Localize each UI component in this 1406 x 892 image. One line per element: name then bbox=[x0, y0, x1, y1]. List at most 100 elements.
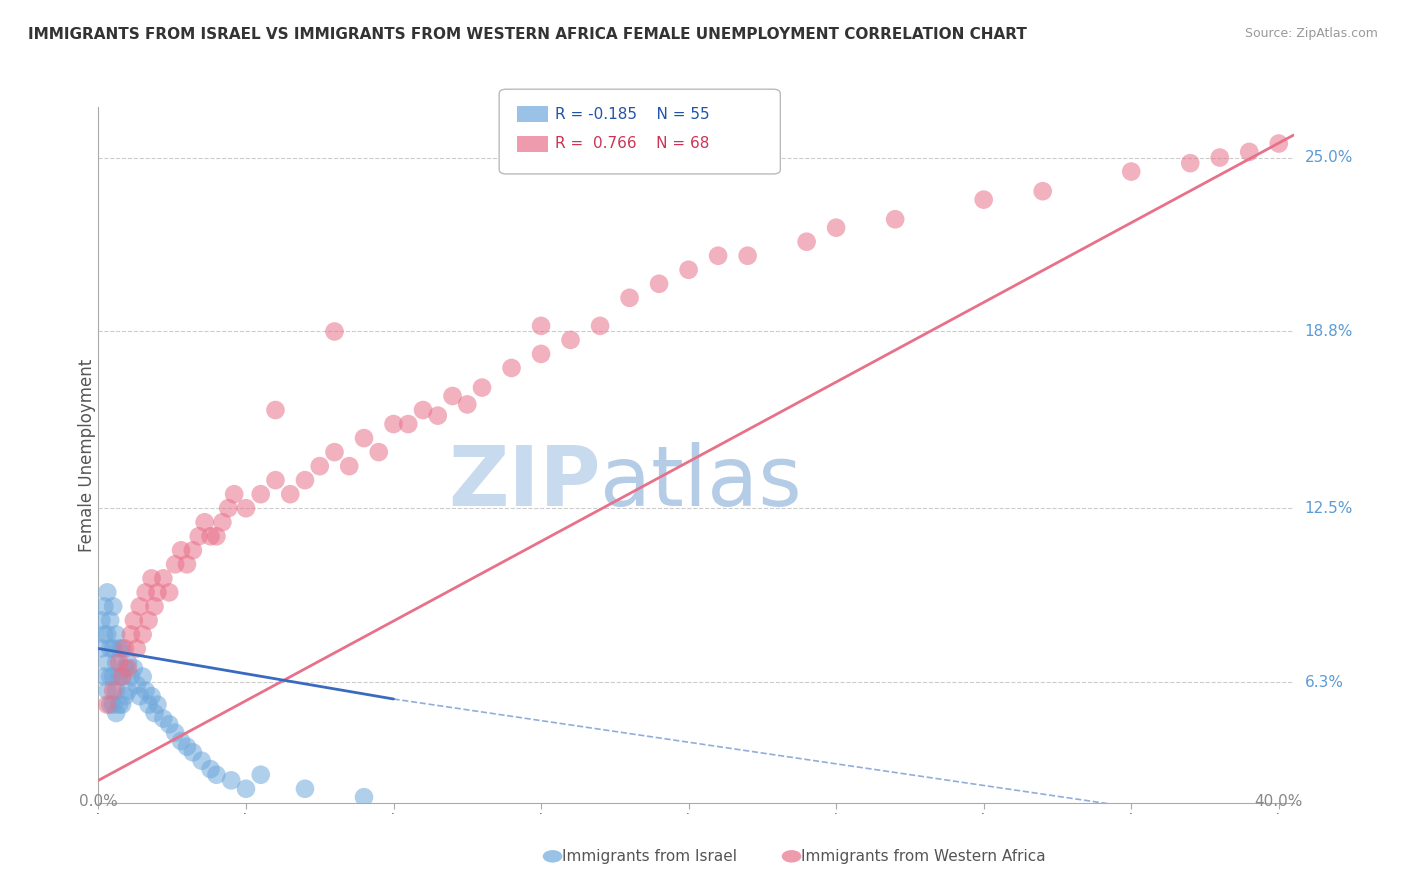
Point bbox=[456, 397, 478, 411]
Text: Source: ZipAtlas.com: Source: ZipAtlas.com bbox=[1244, 27, 1378, 40]
Point bbox=[205, 768, 228, 782]
Point bbox=[117, 656, 139, 670]
Point bbox=[205, 529, 228, 543]
Point bbox=[217, 501, 239, 516]
Point bbox=[138, 614, 160, 628]
Point bbox=[264, 403, 287, 417]
Point bbox=[146, 585, 169, 599]
Point bbox=[120, 669, 142, 683]
Point bbox=[117, 661, 139, 675]
Point bbox=[96, 585, 118, 599]
Text: IMMIGRANTS FROM ISRAEL VS IMMIGRANTS FROM WESTERN AFRICA FEMALE UNEMPLOYMENT COR: IMMIGRANTS FROM ISRAEL VS IMMIGRANTS FRO… bbox=[28, 27, 1026, 42]
Point bbox=[96, 698, 118, 712]
Point bbox=[648, 277, 671, 291]
Point bbox=[120, 627, 142, 641]
Point bbox=[1268, 136, 1291, 151]
Point bbox=[141, 571, 163, 585]
Point bbox=[93, 627, 115, 641]
Text: R =  0.766    N = 68: R = 0.766 N = 68 bbox=[555, 136, 710, 151]
Point bbox=[146, 698, 169, 712]
Point bbox=[1209, 151, 1232, 165]
Point bbox=[560, 333, 582, 347]
Point bbox=[165, 558, 187, 572]
Point bbox=[111, 698, 134, 712]
Point bbox=[353, 790, 375, 805]
Point bbox=[181, 745, 204, 759]
Point bbox=[323, 445, 346, 459]
Point bbox=[114, 689, 136, 703]
Point bbox=[884, 212, 907, 227]
Point bbox=[170, 543, 193, 558]
Point bbox=[264, 473, 287, 487]
Point bbox=[108, 656, 131, 670]
Text: 12.5%: 12.5% bbox=[1305, 500, 1353, 516]
Point bbox=[426, 409, 449, 423]
Point bbox=[111, 669, 134, 683]
Point bbox=[90, 641, 112, 656]
Text: 18.8%: 18.8% bbox=[1305, 324, 1353, 339]
Point bbox=[796, 235, 818, 249]
Point bbox=[90, 614, 112, 628]
Point bbox=[678, 262, 700, 277]
Point bbox=[707, 249, 730, 263]
Point bbox=[135, 683, 157, 698]
Point bbox=[152, 712, 174, 726]
Point bbox=[138, 698, 160, 712]
Point bbox=[737, 249, 759, 263]
Point bbox=[93, 669, 115, 683]
Point bbox=[337, 459, 360, 474]
Point bbox=[96, 683, 118, 698]
Point bbox=[93, 599, 115, 614]
Point bbox=[152, 571, 174, 585]
Point bbox=[105, 656, 128, 670]
Point bbox=[101, 641, 124, 656]
Point bbox=[294, 781, 316, 796]
Point bbox=[235, 501, 257, 516]
Point bbox=[471, 381, 494, 395]
Point bbox=[122, 614, 145, 628]
Point bbox=[211, 515, 233, 529]
Point bbox=[114, 661, 136, 675]
Point bbox=[101, 698, 124, 712]
Point bbox=[141, 689, 163, 703]
Point bbox=[278, 487, 301, 501]
Point bbox=[101, 683, 124, 698]
Point bbox=[98, 669, 121, 683]
Text: 0.0%: 0.0% bbox=[79, 794, 118, 809]
Point bbox=[396, 417, 419, 431]
Text: ZIP: ZIP bbox=[449, 442, 600, 524]
Point bbox=[122, 661, 145, 675]
Point bbox=[98, 641, 121, 656]
Point bbox=[308, 459, 330, 474]
Point bbox=[973, 193, 995, 207]
Point bbox=[117, 683, 139, 698]
Text: 40.0%: 40.0% bbox=[1254, 794, 1303, 809]
Point bbox=[128, 689, 150, 703]
Text: 6.3%: 6.3% bbox=[1305, 674, 1344, 690]
Point bbox=[187, 529, 209, 543]
Point bbox=[135, 585, 157, 599]
Point bbox=[105, 706, 128, 720]
Point bbox=[125, 678, 148, 692]
Point bbox=[412, 403, 434, 417]
Point bbox=[200, 762, 222, 776]
Text: R = -0.185    N = 55: R = -0.185 N = 55 bbox=[555, 107, 710, 121]
Text: 25.0%: 25.0% bbox=[1305, 150, 1353, 165]
Point bbox=[128, 599, 150, 614]
Point bbox=[176, 739, 198, 754]
Point bbox=[249, 487, 271, 501]
Point bbox=[825, 220, 848, 235]
Y-axis label: Female Unemployment: Female Unemployment bbox=[79, 359, 96, 551]
Point bbox=[98, 614, 121, 628]
Point bbox=[96, 656, 118, 670]
Point bbox=[190, 754, 212, 768]
Point bbox=[143, 706, 166, 720]
Point bbox=[157, 717, 180, 731]
Point bbox=[157, 585, 180, 599]
Point bbox=[501, 361, 523, 376]
Point bbox=[1032, 184, 1054, 198]
Point bbox=[1239, 145, 1261, 159]
Point bbox=[111, 669, 134, 683]
Point bbox=[249, 768, 271, 782]
Text: Immigrants from Israel: Immigrants from Israel bbox=[562, 849, 737, 863]
